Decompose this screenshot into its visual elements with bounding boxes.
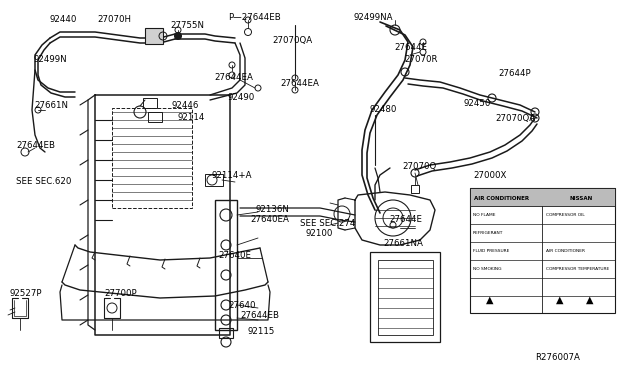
Text: 27644EB: 27644EB [240,311,279,321]
Text: 27640EA: 27640EA [250,215,289,224]
Text: REFRIGERANT: REFRIGERANT [473,231,504,235]
Bar [370,252,440,342]
Text: ▲: ▲ [586,295,594,305]
Text: COMPRESSOR OIL: COMPRESSOR OIL [546,213,585,217]
Text: 92440: 92440 [50,16,77,25]
Bar [215,200,237,330]
Circle shape [175,32,182,39]
Text: NISSAN: NISSAN [570,196,593,201]
Text: FLUID PRESSURE: FLUID PRESSURE [473,249,509,253]
Text: 92115: 92115 [248,327,275,337]
Text: 27644EA: 27644EA [214,74,253,83]
Text: 27661N: 27661N [34,102,68,110]
Text: 27644E: 27644E [389,215,422,224]
Bar [378,260,433,335]
Text: 27644EB: 27644EB [16,141,55,151]
Text: NO FLAME: NO FLAME [473,213,495,217]
Text: 92490: 92490 [228,93,255,103]
Text: 27070QA: 27070QA [495,113,535,122]
Text: ▲: ▲ [556,295,564,305]
Text: 27644E: 27644E [394,44,427,52]
Text: 92114+A: 92114+A [212,171,253,180]
Text: 27644EA: 27644EA [280,78,319,87]
Text: R276007A: R276007A [535,353,580,362]
Text: 27000X: 27000X [473,171,506,180]
Text: 27070QA: 27070QA [272,35,312,45]
Text: COMPRESSOR TEMPERATURE: COMPRESSOR TEMPERATURE [546,267,609,271]
Text: P—27644EB: P—27644EB [228,13,281,22]
Text: 27070Q: 27070Q [402,161,436,170]
Text: 92527P: 92527P [10,289,42,298]
Text: AIR CONDITIONER: AIR CONDITIONER [474,196,529,201]
Text: 27700P: 27700P [104,289,136,298]
Text: 92450: 92450 [464,99,492,108]
Bar [148,112,162,122]
Text: SEE SEC.274: SEE SEC.274 [300,219,355,228]
Bar [470,188,615,313]
Text: 92100: 92100 [305,230,332,238]
Bar [411,185,419,193]
Bar [143,98,157,108]
Text: AIR CONDITIONER: AIR CONDITIONER [546,249,585,253]
Text: 92499N: 92499N [34,55,68,64]
Text: 27755N: 27755N [170,22,204,31]
Text: ▲: ▲ [486,295,493,305]
Text: 27070R: 27070R [404,55,438,64]
Bar [219,328,233,338]
Text: 92446: 92446 [172,102,200,110]
Text: 27644P: 27644P [498,68,531,77]
Bar [112,108,192,208]
Text: 92114: 92114 [178,113,205,122]
Bar [470,188,615,206]
Text: 27070H: 27070H [97,16,131,25]
Bar [145,28,163,44]
Text: 27640E: 27640E [218,251,251,260]
Text: 92480: 92480 [370,106,397,115]
Text: NO SMOKING: NO SMOKING [473,267,502,271]
Text: 92499NA: 92499NA [353,13,392,22]
Text: 92136N: 92136N [255,205,289,215]
Text: 27640: 27640 [228,301,255,310]
Bar [205,174,223,186]
Text: 27661NA: 27661NA [383,238,423,247]
Text: SEE SEC.620: SEE SEC.620 [16,176,72,186]
